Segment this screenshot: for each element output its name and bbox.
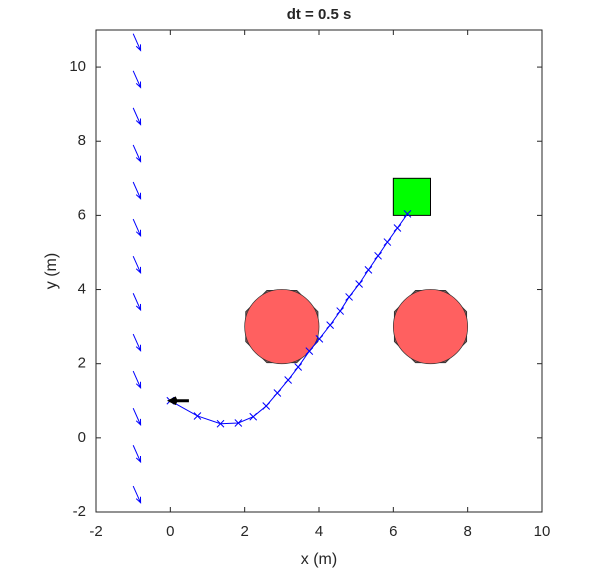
obstacle bbox=[392, 289, 469, 365]
trajectory-marker bbox=[336, 307, 345, 315]
wind-arrow bbox=[132, 407, 142, 427]
y-tick-label: 0 bbox=[78, 429, 86, 446]
trajectory-marker bbox=[315, 334, 324, 343]
wind-arrow bbox=[132, 370, 142, 389]
trajectory-marker bbox=[403, 210, 412, 218]
y-tick-label: 6 bbox=[78, 206, 86, 223]
trajectory-marker bbox=[326, 321, 335, 329]
x-tick-label: 10 bbox=[534, 523, 551, 540]
trajectory-marker bbox=[249, 412, 258, 421]
wind-arrow bbox=[132, 333, 142, 352]
axes-box bbox=[95, 29, 543, 513]
x-tick-label: 6 bbox=[389, 523, 397, 540]
chart-title: dt = 0.5 s bbox=[287, 6, 352, 23]
x-tick-label: 4 bbox=[315, 523, 323, 540]
trajectory-marker bbox=[345, 293, 353, 301]
trajectory-marker bbox=[393, 224, 402, 232]
x-tick-label: 8 bbox=[463, 523, 471, 540]
y-tick-label: 4 bbox=[78, 281, 86, 298]
trajectory-marker bbox=[294, 363, 303, 371]
x-tick-label: -2 bbox=[89, 523, 102, 540]
wind-arrow bbox=[132, 181, 142, 200]
plot-area bbox=[96, 30, 542, 512]
trajectory-marker bbox=[273, 389, 282, 397]
y-tick-label: -2 bbox=[73, 503, 86, 520]
x-tick-label: 2 bbox=[240, 523, 248, 540]
y-tick-label: 2 bbox=[78, 355, 86, 372]
trajectory-marker bbox=[284, 376, 293, 384]
trajectory-marker bbox=[355, 280, 363, 288]
heading-arrow bbox=[166, 396, 189, 406]
y-axis-label: y (m) bbox=[43, 253, 60, 289]
goal bbox=[392, 177, 432, 216]
trajectory-marker bbox=[374, 251, 382, 260]
wind-arrow bbox=[132, 255, 142, 275]
y-tick-label: 8 bbox=[78, 132, 86, 149]
trajectory-marker bbox=[262, 402, 271, 410]
wind-arrow bbox=[132, 33, 142, 52]
trajectory-marker bbox=[364, 266, 373, 274]
trajectory-marker bbox=[234, 419, 243, 427]
trajectory-marker bbox=[305, 347, 314, 355]
trajectory-marker bbox=[216, 419, 225, 428]
y-tick-label: 10 bbox=[69, 58, 86, 75]
wind-arrow bbox=[132, 144, 142, 163]
trajectory bbox=[170, 213, 408, 425]
wind-arrow bbox=[132, 70, 142, 89]
x-tick-label: 0 bbox=[166, 523, 174, 540]
wind-arrow bbox=[132, 445, 142, 464]
wind-arrow bbox=[132, 485, 142, 504]
trajectory-marker bbox=[193, 412, 202, 420]
x-axis-label: x (m) bbox=[301, 551, 337, 568]
trajectory-marker bbox=[383, 238, 392, 246]
wind-arrow bbox=[132, 107, 142, 126]
obstacle bbox=[244, 289, 320, 365]
wind-arrow bbox=[132, 218, 142, 237]
wind-arrow bbox=[132, 293, 142, 312]
